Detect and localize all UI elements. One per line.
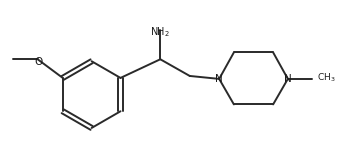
Text: N: N <box>284 74 292 84</box>
Text: N: N <box>215 74 223 84</box>
Text: O: O <box>34 57 43 67</box>
Text: CH$_3$: CH$_3$ <box>317 72 336 84</box>
Text: NH$_2$: NH$_2$ <box>150 25 170 39</box>
